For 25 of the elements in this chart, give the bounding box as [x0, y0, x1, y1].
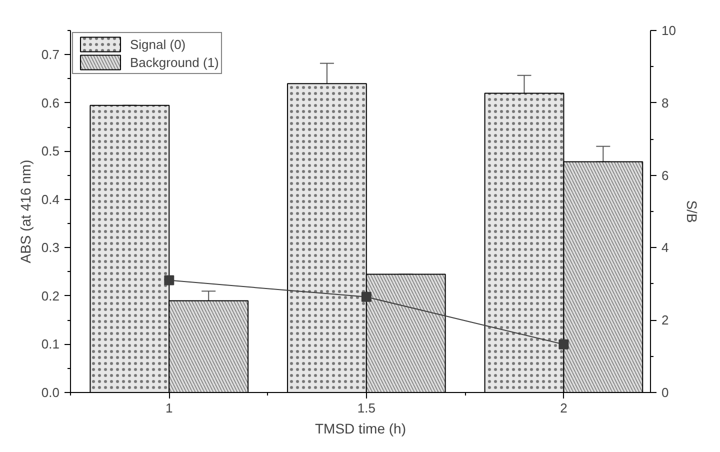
y2-tick-label: 8 — [662, 95, 669, 110]
legend-label: Signal (0) — [130, 36, 186, 53]
y2-tick-label: 4 — [662, 240, 669, 256]
y-tick-label: 0.3 — [41, 240, 60, 256]
x-tick-label: 2 — [560, 400, 568, 416]
y-tick-label: 0.5 — [41, 144, 60, 159]
x-tick-label: 1.5 — [357, 400, 376, 416]
y2-tick-label: 6 — [662, 168, 669, 183]
x-axis-title: TMSD time (h) — [315, 420, 406, 436]
y-tick-label: 0.4 — [41, 192, 60, 207]
y2-axis-title: S/B — [684, 200, 700, 223]
y2-tick-label: 0 — [662, 385, 669, 400]
y-tick-label: 0.6 — [41, 95, 60, 110]
legend-label: Background (1) — [130, 54, 219, 71]
y-tick-label: 0.1 — [41, 336, 60, 352]
point — [361, 292, 372, 302]
y-axis-title: ABS (at 416 nm) — [17, 160, 34, 264]
point — [558, 339, 569, 350]
y-tick-label: 0.2 — [41, 288, 60, 304]
y2-tick-label: 10 — [662, 23, 676, 38]
y-tick-label: 0.0 — [41, 385, 60, 400]
y-tick-label: 0.7 — [41, 47, 60, 62]
point — [164, 275, 174, 286]
y2-tick-label: 2 — [662, 312, 669, 328]
x-tick-label: 1 — [166, 400, 173, 416]
